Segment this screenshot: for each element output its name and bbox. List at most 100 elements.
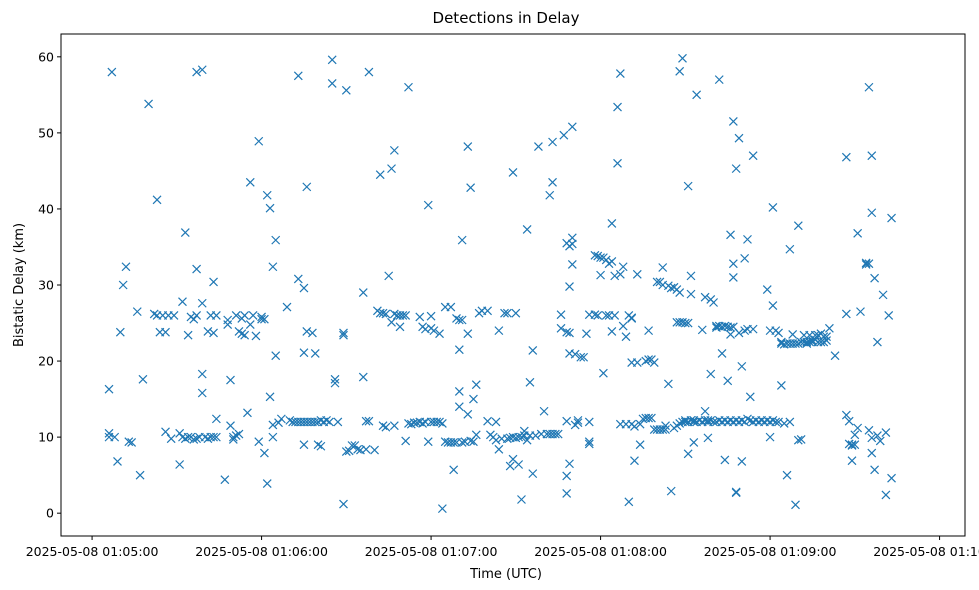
data-point-marker	[565, 328, 574, 338]
data-point-marker	[743, 234, 752, 244]
data-point-marker	[437, 504, 447, 514]
data-point-marker	[615, 69, 625, 78]
data-point-marker	[652, 277, 662, 287]
data-point-marker	[339, 328, 348, 338]
data-point-marker	[875, 436, 885, 446]
data-point-marker	[517, 495, 526, 504]
data-point-marker	[841, 309, 851, 319]
data-point-marker	[884, 310, 894, 320]
data-point-marker	[632, 358, 642, 368]
data-point-marker	[115, 327, 125, 337]
data-point-marker	[268, 432, 278, 442]
data-point-marker	[293, 274, 303, 284]
data-point-marker	[491, 417, 501, 427]
data-point-marker	[429, 326, 439, 336]
data-point-marker	[830, 351, 840, 361]
data-point-marker	[864, 82, 874, 92]
data-point-marker	[502, 308, 512, 318]
data-point-marker	[822, 332, 831, 342]
data-point-marker	[113, 457, 122, 466]
y-tick-label: 10	[38, 430, 54, 445]
data-point-marker	[189, 434, 199, 444]
data-point-marker	[689, 438, 699, 447]
data-point-marker	[607, 256, 617, 266]
data-point-marker	[765, 432, 775, 442]
data-point-marker	[381, 422, 391, 432]
data-points	[104, 53, 896, 514]
x-tick-label: 2025-05-08 01:07:00	[365, 544, 498, 559]
data-point-marker	[841, 152, 851, 162]
data-point-marker	[774, 417, 783, 427]
x-tick-label: 2025-05-08 01:09:00	[704, 544, 837, 559]
data-point-marker	[658, 425, 668, 434]
data-point-marker	[240, 310, 250, 320]
x-tick-label: 2025-05-08 01:08:00	[534, 544, 667, 559]
data-point-marker	[678, 53, 687, 63]
data-point-marker	[887, 473, 896, 483]
data-point-marker	[435, 417, 444, 427]
data-point-marker	[426, 311, 436, 321]
data-point-marker	[573, 418, 583, 428]
data-point-marker	[562, 488, 572, 498]
data-point-marker	[144, 99, 153, 109]
data-point-marker	[723, 376, 733, 386]
data-point-marker	[271, 235, 281, 245]
data-point-marker	[449, 438, 459, 447]
data-point-marker	[333, 417, 343, 427]
data-point-marker	[740, 326, 750, 336]
data-point-marker	[395, 322, 405, 332]
data-point-marker	[861, 258, 871, 268]
data-point-marker	[610, 271, 620, 281]
data-point-marker	[593, 310, 603, 320]
data-point-marker	[192, 67, 202, 77]
data-point-marker	[731, 488, 741, 498]
data-point-marker	[341, 85, 351, 95]
x-axis: 2025-05-08 01:05:00 2025-05-08 01:06:00 20…	[26, 536, 979, 559]
data-point-marker	[502, 434, 512, 444]
data-point-marker	[161, 427, 170, 437]
data-point-marker	[644, 326, 654, 336]
data-point-marker	[398, 310, 408, 320]
data-point-marker	[697, 325, 707, 335]
data-point-marker	[192, 264, 202, 274]
data-point-marker	[610, 310, 620, 320]
data-point-marker	[802, 339, 812, 348]
data-point-marker	[514, 460, 524, 469]
data-point-marker	[505, 461, 515, 471]
data-point-marker	[483, 306, 492, 316]
data-point-marker	[613, 102, 622, 112]
data-point-marker	[531, 431, 541, 441]
data-point-marker	[768, 415, 778, 425]
data-point-marker	[209, 277, 218, 287]
data-point-marker	[223, 320, 233, 329]
data-point-marker	[567, 260, 577, 269]
data-point-marker	[121, 262, 131, 272]
data-point-marker	[180, 434, 190, 444]
data-point-marker	[658, 263, 668, 272]
data-point-marker	[364, 416, 374, 426]
data-point-marker	[494, 326, 504, 336]
x-tick-label: 2025-05-08 01:10:00	[873, 544, 979, 559]
data-point-marker	[768, 301, 778, 310]
data-point-marker	[556, 310, 566, 320]
data-point-marker	[548, 137, 557, 147]
data-point-marker	[601, 310, 611, 320]
data-point-marker	[528, 469, 538, 479]
data-point-marker	[743, 414, 752, 424]
data-point-marker	[310, 349, 320, 358]
data-point-marker	[692, 90, 702, 100]
data-point-marker	[627, 313, 637, 323]
data-point-marker	[302, 326, 312, 336]
data-point-marker	[353, 444, 363, 454]
data-point-marker	[887, 213, 896, 223]
data-point-marker	[615, 269, 625, 279]
data-point-marker	[339, 499, 348, 509]
data-point-marker	[262, 190, 272, 200]
data-point-marker	[683, 181, 693, 191]
data-point-marker	[245, 320, 255, 329]
data-point-marker	[192, 310, 202, 320]
data-point-marker	[686, 289, 696, 299]
data-point-marker	[423, 200, 433, 210]
data-point-marker	[265, 392, 275, 402]
data-point-marker	[132, 307, 142, 317]
